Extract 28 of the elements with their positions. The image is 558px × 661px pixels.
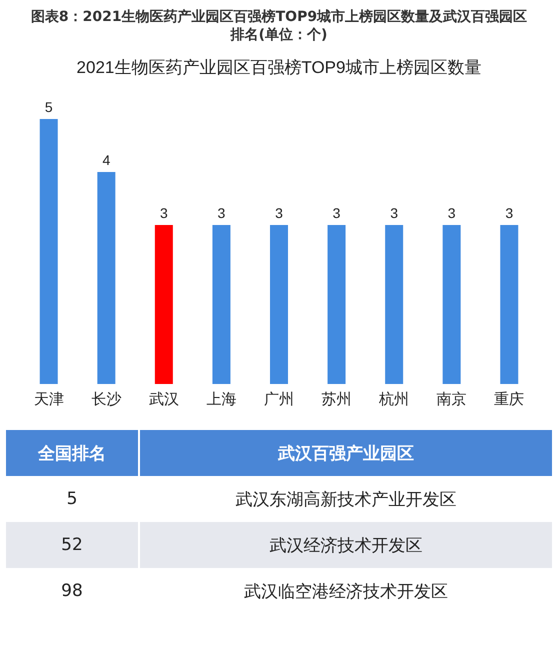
x-tick-label: 长沙 <box>91 391 122 408</box>
data-label: 3 <box>160 205 168 221</box>
text: 武汉经济技术开发区 <box>139 522 552 568</box>
data-label: 3 <box>332 205 341 221</box>
data-label: 5 <box>44 99 53 115</box>
data-label: 3 <box>218 205 226 221</box>
chart-title: 图表8：2021生物医药产业园区百强榜TOP9城市上榜园区数量及武汉百强园区排名(单位：个) <box>30 8 528 44</box>
text: 武汉东湖高新技术产业开发区 <box>234 488 458 512</box>
x-tick-label: 天津 <box>34 391 64 408</box>
text: 5 <box>6 476 139 522</box>
data-label: 3 <box>448 205 456 221</box>
text: 98 <box>6 568 139 614</box>
x-tick-label: 重庆 <box>494 391 524 408</box>
text: 52 <box>6 522 139 568</box>
data-label: 3 <box>275 205 284 221</box>
x-tick-label: 苏州 <box>322 391 352 408</box>
x-tick-label: 南京 <box>436 391 467 408</box>
chart-subtitle: 2021生物医药产业园区百强榜TOP9城市上榜园区数量 <box>76 58 482 77</box>
data-label: 3 <box>390 205 398 221</box>
data-label: 4 <box>102 152 110 168</box>
x-tick-label: 杭州 <box>378 391 410 408</box>
text: 武汉临空港经济技术开发区 <box>243 580 449 604</box>
data-label: 3 <box>505 205 514 221</box>
x-tick-label: 武汉 <box>148 391 179 408</box>
x-tick-label: 广州 <box>264 391 294 408</box>
text: 武汉百强产业园区 <box>139 430 552 476</box>
x-tick-label: 上海 <box>206 391 236 408</box>
text: 全国排名 <box>6 430 139 476</box>
